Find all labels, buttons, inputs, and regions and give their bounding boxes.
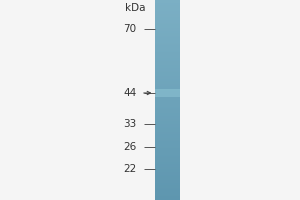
Text: 70: 70 — [123, 24, 136, 34]
Text: 33: 33 — [123, 119, 136, 129]
Text: kDa: kDa — [125, 3, 146, 13]
Text: 26: 26 — [123, 142, 136, 152]
Text: 22: 22 — [123, 164, 136, 174]
Text: 44: 44 — [123, 88, 136, 98]
